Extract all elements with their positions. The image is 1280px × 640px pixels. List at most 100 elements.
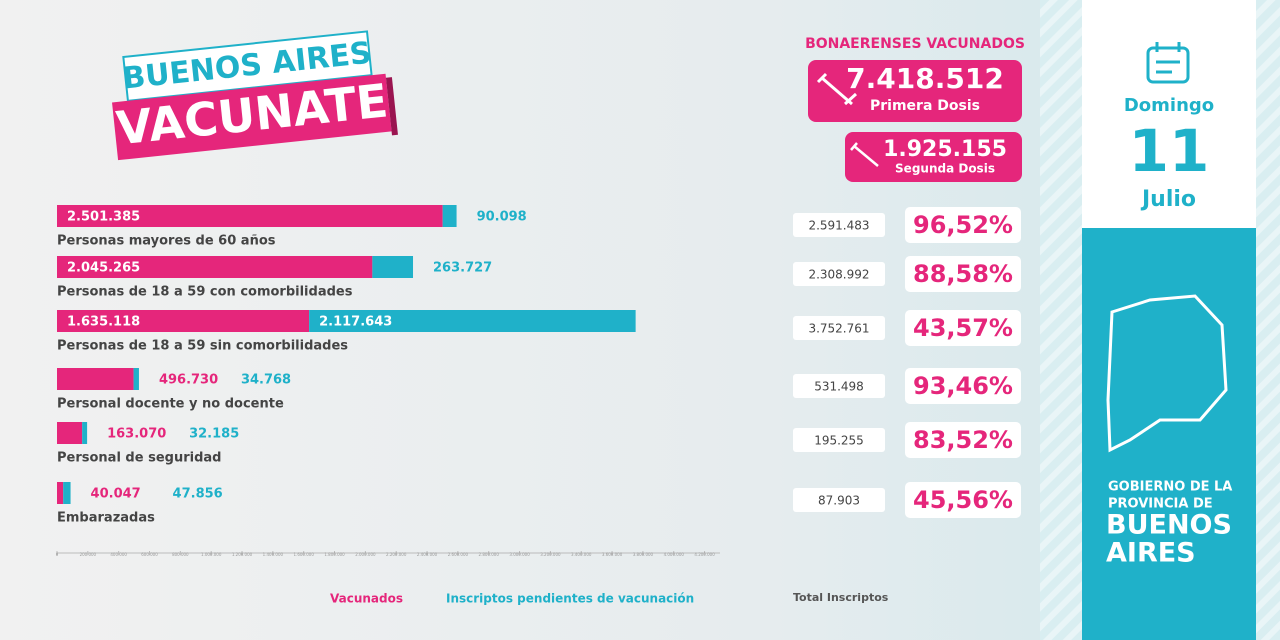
- government-line2: PROVINCIA DE: [1108, 497, 1213, 512]
- percent-box: [905, 310, 1021, 346]
- summary-title: BONAERENSES VACUNADOS: [805, 36, 1025, 52]
- second-dose-number: 1.925.155: [883, 137, 1007, 162]
- x-tick-label: 2.200.000: [386, 552, 407, 557]
- total-box: [793, 428, 885, 452]
- syringe-icon: [850, 142, 879, 167]
- bar-segment: [57, 422, 83, 444]
- x-tick-label: 1.600.000: [294, 552, 315, 557]
- logo-shadow: [385, 77, 398, 136]
- category-label: Personas mayores de 60 años: [57, 234, 276, 249]
- x-tick-label: 4.000.000: [664, 552, 685, 557]
- government-line4: AIRES: [1106, 538, 1196, 569]
- date-weekday: Domingo: [1124, 95, 1214, 116]
- percent-box: [905, 207, 1021, 243]
- category-label: Personal docente y no docente: [57, 397, 284, 412]
- logo: BUENOS AIRES VACUNATE: [112, 30, 398, 161]
- x-tick-label: 400.000: [110, 552, 127, 557]
- calendar-icon: [1146, 42, 1190, 84]
- first-dose-number: 7.418.512: [846, 62, 1004, 95]
- x-tick-label: 1.400.000: [263, 552, 284, 557]
- x-tick-label: 0: [56, 552, 59, 557]
- second-dose-label: Segunda Dosis: [895, 162, 995, 176]
- value-label: 2.045.265: [67, 261, 140, 276]
- x-tick-label: 2.000.000: [355, 552, 376, 557]
- total-value: 531.498: [814, 380, 864, 394]
- value-label: 32.185: [189, 427, 239, 442]
- x-tick-label: 3.400.000: [571, 552, 592, 557]
- category-label: Personal de seguridad: [57, 451, 221, 466]
- chart: 0 200.000 400.000 600.000 800.000 1.000.000 1.…: [56, 205, 1021, 557]
- category-label: Personas de 18 a 59 sin comorbilidades: [57, 339, 348, 354]
- percent-value: 93,46%: [913, 372, 1013, 400]
- percent-value: 96,52%: [913, 211, 1013, 239]
- bar-segment: [133, 368, 139, 390]
- value-label: 2.117.643: [319, 315, 392, 330]
- percent-value: 43,57%: [913, 314, 1013, 342]
- value-label: 1.635.118: [67, 315, 140, 330]
- percent-box: [905, 368, 1021, 404]
- bar-segment: [57, 310, 310, 332]
- value-label: 496.730: [159, 373, 218, 388]
- x-tick-label: 600.000: [141, 552, 158, 557]
- bar-segment: [372, 256, 414, 278]
- category-label: Embarazadas: [57, 511, 155, 526]
- logo-bottom-box: [112, 73, 392, 161]
- value-label: 90.098: [477, 210, 527, 225]
- percent-box: [905, 422, 1021, 458]
- x-tick-label: 1.000.000: [201, 552, 222, 557]
- legend-pendientes: Inscriptos pendientes de vacunación: [446, 592, 694, 606]
- date-day: 11: [1129, 117, 1210, 185]
- percent-value: 45,56%: [913, 486, 1013, 514]
- total-box: [793, 374, 885, 398]
- first-dose-label: Primera Dosis: [870, 98, 980, 114]
- percent-value: 83,52%: [913, 426, 1013, 454]
- x-tick-label: 2.600.000: [448, 552, 469, 557]
- x-tick-label: 3.200.000: [540, 552, 561, 557]
- value-label: 2.501.385: [67, 210, 140, 225]
- x-tick-label: 2.400.000: [417, 552, 438, 557]
- percent-box: [905, 482, 1021, 518]
- x-tick-label: 3.800.000: [633, 552, 654, 557]
- x-tick-label: 800.000: [172, 552, 189, 557]
- bar-segment: [57, 482, 64, 504]
- value-label: 40.047: [91, 487, 141, 502]
- x-tick-label: 2.800.000: [479, 552, 500, 557]
- x-tick-label: 3.000.000: [509, 552, 530, 557]
- total-box: [793, 488, 885, 512]
- syringe-icon: [816, 72, 858, 106]
- total-box: [793, 213, 885, 237]
- province-map: [1106, 294, 1228, 453]
- second-dose-box: [845, 132, 1022, 182]
- total-box: [793, 316, 885, 340]
- bar-segment: [57, 368, 134, 390]
- bar-segment: [57, 205, 443, 227]
- value-label: 34.768: [241, 373, 291, 388]
- bar-segment: [309, 310, 636, 332]
- bar-segment: [63, 482, 71, 504]
- date-panel: [1082, 0, 1256, 228]
- x-tick-label: 200.000: [80, 552, 97, 557]
- bar-segment: [57, 256, 373, 278]
- total-value: 2.591.483: [808, 219, 869, 233]
- percent-value: 88,58%: [913, 260, 1013, 288]
- category-label: Personas de 18 a 59 con comorbilidades: [57, 285, 353, 300]
- total-value: 87.903: [818, 494, 860, 508]
- bar-segment: [82, 422, 88, 444]
- first-dose-box: [808, 60, 1022, 122]
- legend-vacunados: Vacunados: [330, 592, 403, 606]
- total-value: 2.308.992: [808, 268, 869, 282]
- government-line3: BUENOS: [1106, 510, 1232, 541]
- x-tick-label: 4.200.000: [694, 552, 715, 557]
- bar-segment: [442, 205, 457, 227]
- x-tick-label: 1.200.000: [232, 552, 253, 557]
- x-tick-label: 1.800.000: [324, 552, 345, 557]
- value-label: 163.070: [107, 427, 166, 442]
- legend-total: Total Inscriptos: [793, 591, 889, 604]
- percent-box: [905, 256, 1021, 292]
- value-label: 263.727: [433, 261, 492, 276]
- government-panel: [1082, 228, 1256, 640]
- total-box: [793, 262, 885, 286]
- government-line1: GOBIERNO DE LA: [1108, 480, 1232, 495]
